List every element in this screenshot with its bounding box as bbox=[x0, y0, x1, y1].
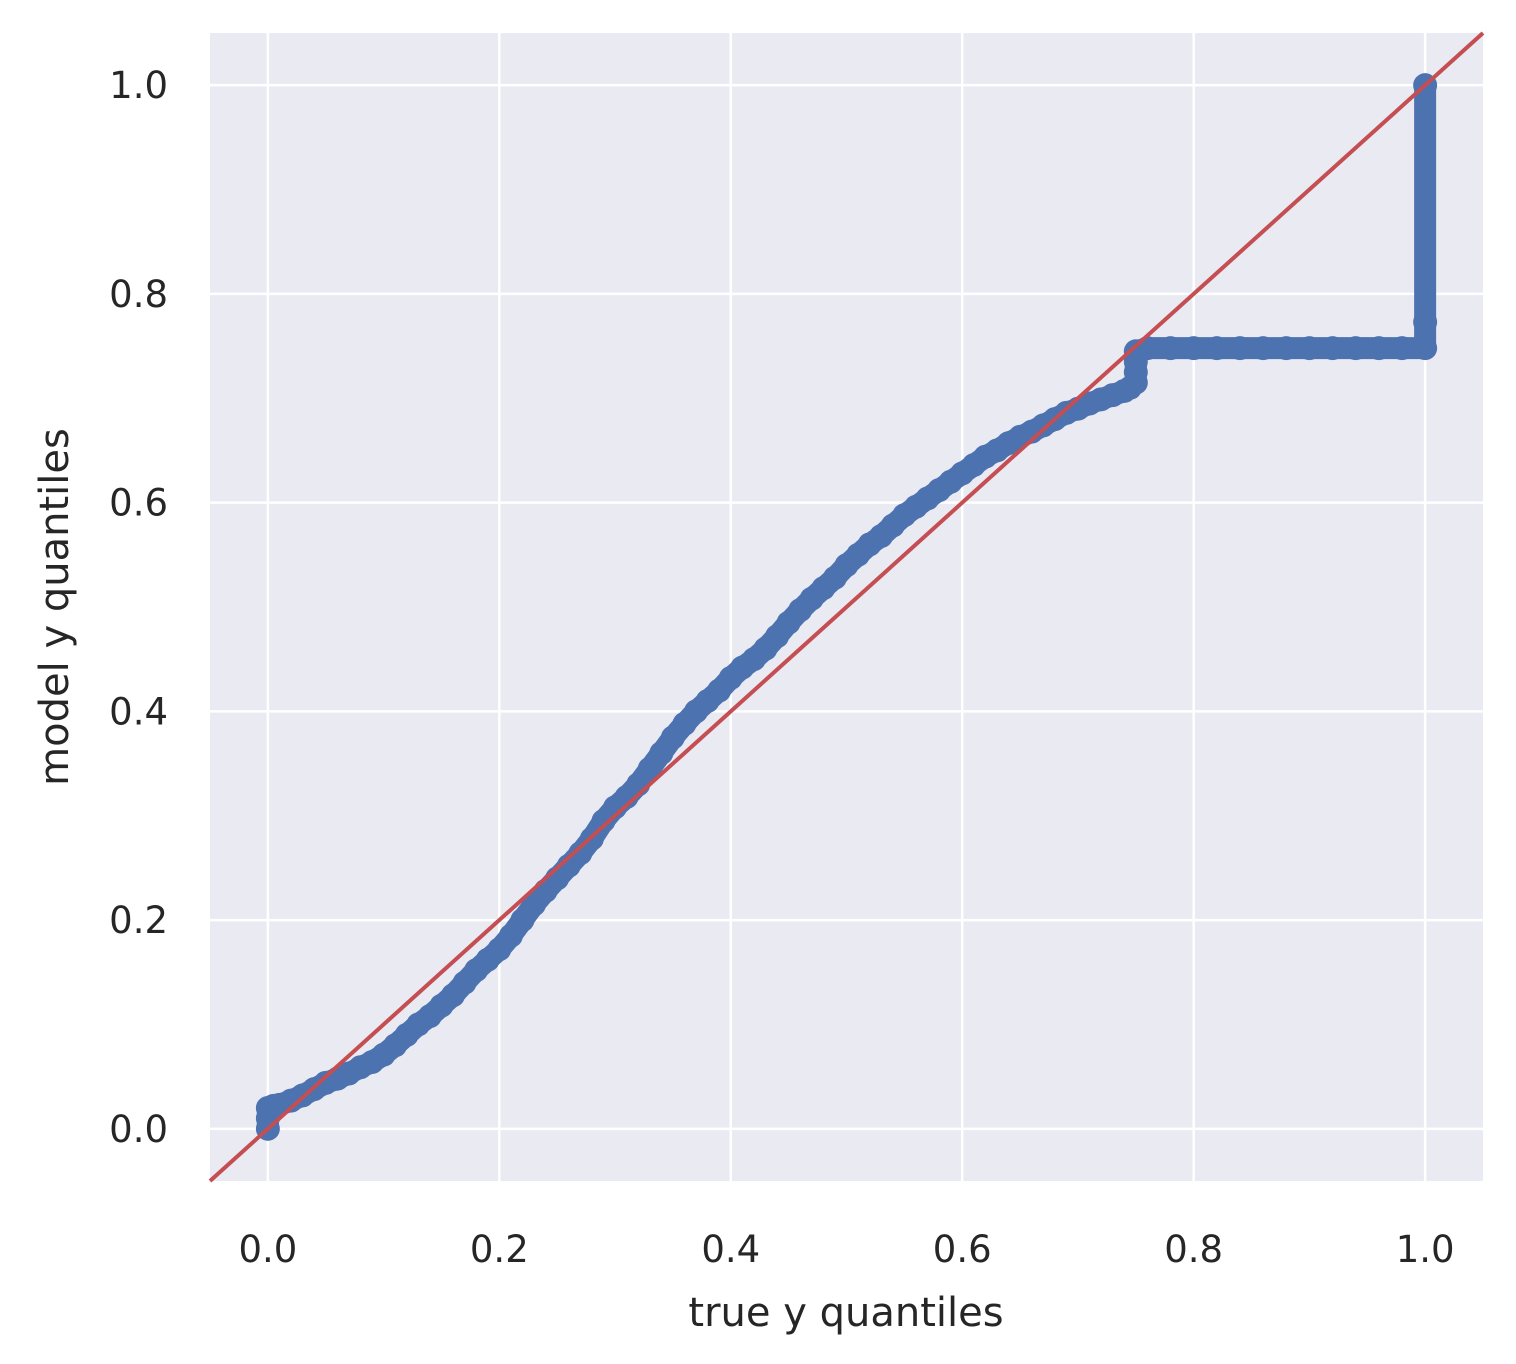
x-tick-label: 0.4 bbox=[701, 1228, 760, 1271]
scatter-point bbox=[1413, 310, 1438, 335]
identity-line bbox=[208, 31, 1485, 1183]
x-tick-label: 0.2 bbox=[470, 1228, 529, 1271]
y-tick-label: 0.8 bbox=[109, 273, 168, 316]
x-tick-label: 0.8 bbox=[1164, 1228, 1223, 1271]
y-tick-label: 0.0 bbox=[109, 1108, 168, 1151]
reference-line bbox=[208, 31, 1485, 1183]
scatter-point bbox=[1297, 336, 1322, 361]
scatter-point bbox=[1135, 336, 1160, 361]
y-tick-label: 0.2 bbox=[109, 899, 168, 942]
scatter-point bbox=[1413, 336, 1438, 361]
scatter-point bbox=[1320, 336, 1345, 361]
y-tick-label: 0.4 bbox=[109, 690, 168, 733]
scatter-point bbox=[1204, 336, 1229, 361]
x-tick-label: 0.6 bbox=[933, 1228, 992, 1271]
scatter-point bbox=[1343, 336, 1368, 361]
scatter-point bbox=[1251, 336, 1276, 361]
x-tick-labels: 0.0 0.2 0.4 0.6 0.8 1.0 bbox=[238, 1228, 1454, 1271]
scatter-point bbox=[1366, 336, 1391, 361]
y-tick-labels: 0.0 0.2 0.4 0.6 0.8 1.0 bbox=[109, 64, 168, 1151]
y-tick-label: 1.0 bbox=[109, 64, 168, 107]
scatter-point bbox=[1227, 336, 1252, 361]
grid-lines bbox=[210, 33, 1483, 1181]
scatter-point bbox=[1274, 336, 1299, 361]
x-axis-title: true y quantiles bbox=[688, 1290, 1003, 1336]
scatter-point bbox=[1389, 336, 1414, 361]
scatter-point bbox=[1158, 336, 1183, 361]
y-axis-title: model y quantiles bbox=[32, 428, 78, 786]
x-tick-label: 1.0 bbox=[1396, 1228, 1455, 1271]
x-tick-label: 0.0 bbox=[238, 1228, 297, 1271]
y-tick-label: 0.6 bbox=[109, 482, 168, 525]
scatter-point bbox=[1181, 336, 1206, 361]
